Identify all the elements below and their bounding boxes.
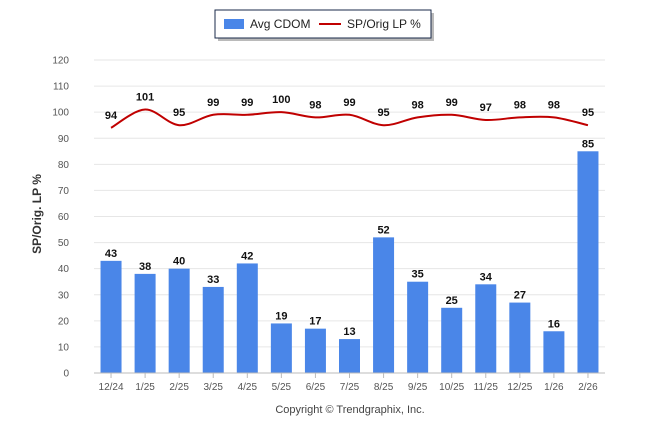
bar-label: 17 <box>309 316 321 328</box>
label-layer: 43 38 40 33 42 19 17 13 52 35 25 34 27 16 85 94 101 95 99 9… <box>105 92 594 339</box>
y-tick-label: 40 <box>58 264 70 275</box>
bar <box>236 263 258 373</box>
y-axis-title: SP/Orig. LP % <box>30 174 44 254</box>
x-tick-label: 3/25 <box>203 382 223 393</box>
line-point-label: 99 <box>446 97 458 109</box>
bar <box>100 260 122 373</box>
bar-label: 38 <box>139 261 151 273</box>
line-point-label: 94 <box>105 110 118 122</box>
x-tick-label: 2/25 <box>169 382 189 393</box>
x-tick-label: 4/25 <box>238 382 258 393</box>
y-tick-label: 30 <box>58 290 70 301</box>
bar-label: 52 <box>377 224 389 236</box>
bar <box>543 331 565 373</box>
x-tick-label: 6/25 <box>306 382 326 393</box>
x-tick-label: 2/26 <box>578 382 598 393</box>
x-tick-label: 1/25 <box>135 382 155 393</box>
y-tick-label: 50 <box>58 238 70 249</box>
bar-label: 27 <box>514 290 526 302</box>
bar <box>577 151 599 373</box>
bar <box>270 323 292 373</box>
bar-label: 19 <box>275 310 287 322</box>
bar-label: 34 <box>480 271 493 283</box>
bar-label: 33 <box>207 274 219 286</box>
y-tick-label: 80 <box>58 160 70 171</box>
x-tick-label: 11/25 <box>474 382 499 393</box>
bar-label: 35 <box>412 269 424 281</box>
line-point-label: 98 <box>412 99 424 111</box>
x-tick-label: 8/25 <box>374 382 394 393</box>
x-tick-label: 5/25 <box>272 382 292 393</box>
line-point-label: 100 <box>272 94 290 106</box>
x-tick-label: 12/25 <box>507 382 532 393</box>
legend-box <box>214 9 432 39</box>
legend-label-sp-orig-lp: SP/Orig LP % <box>347 17 421 31</box>
bar-label: 43 <box>105 248 117 260</box>
line-point-label: 98 <box>309 99 321 111</box>
bar-label: 42 <box>241 250 253 262</box>
bar <box>304 328 326 373</box>
bar <box>509 302 531 373</box>
y-tick-label: 100 <box>52 108 69 119</box>
x-tick-label: 12/24 <box>99 382 124 393</box>
bar <box>441 307 463 373</box>
line-point-label: 98 <box>514 99 526 111</box>
legend-swatch-avg-cdom <box>224 19 244 29</box>
line-point-label: 99 <box>343 97 355 109</box>
y-tick-label: 90 <box>58 134 70 145</box>
bar <box>373 237 395 373</box>
x-tick-label: 1/26 <box>544 382 564 393</box>
bar-label: 85 <box>582 138 594 150</box>
axis-layer: 0 10 20 30 40 50 60 70 80 90 100 110 120 12/24 1/25 2/2… <box>52 56 605 393</box>
bar-layer <box>100 151 599 373</box>
line-point-label: 99 <box>241 97 253 109</box>
line-point-label: 97 <box>480 102 492 114</box>
bar-label: 13 <box>343 326 355 338</box>
legend: Avg CDOM SP/Orig LP % <box>214 9 434 41</box>
y-tick-label: 70 <box>58 186 70 197</box>
line-point-label: 95 <box>173 107 185 119</box>
line-point-label: 101 <box>136 92 154 104</box>
copyright-text: Copyright © Trendgraphix, Inc. <box>275 404 424 416</box>
bar <box>475 284 497 373</box>
y-tick-label: 110 <box>53 82 69 93</box>
x-tick-label: 10/25 <box>439 382 464 393</box>
line-point-label: 99 <box>207 97 219 109</box>
line-point-label: 98 <box>548 99 560 111</box>
bar-label: 25 <box>446 295 458 307</box>
bar-label: 16 <box>548 318 560 330</box>
y-tick-label: 60 <box>58 212 70 223</box>
y-tick-label: 0 <box>63 369 69 380</box>
bar <box>134 273 156 373</box>
bar-label: 40 <box>173 256 185 268</box>
y-tick-label: 10 <box>58 342 70 353</box>
bar <box>339 339 360 373</box>
line-point-label: 95 <box>582 107 594 119</box>
line-layer <box>110 108 589 129</box>
series-line-sp-orig-lp <box>110 108 589 129</box>
bar <box>168 268 190 373</box>
line-point-label: 95 <box>377 107 389 119</box>
y-tick-label: 120 <box>52 56 69 67</box>
legend-label-avg-cdom: Avg CDOM <box>250 17 310 31</box>
y-tick-label: 20 <box>58 316 70 327</box>
x-tick-label: 9/25 <box>408 382 428 393</box>
bar <box>407 281 429 373</box>
x-tick-label: 7/25 <box>340 382 360 393</box>
bar <box>202 286 224 373</box>
